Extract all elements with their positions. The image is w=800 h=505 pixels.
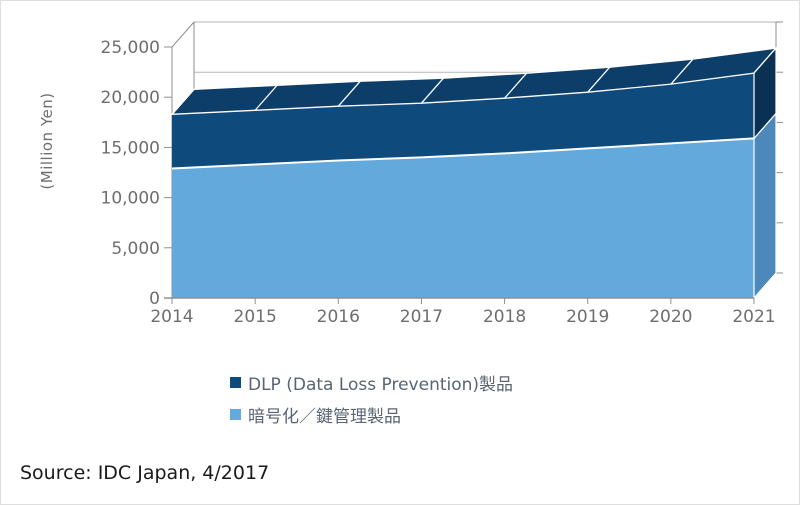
series-encryption	[172, 111, 777, 300]
x-tick-label: 2016	[317, 307, 360, 327]
legend-item-dlp: DLP (Data Loss Prevention)製品	[230, 370, 513, 395]
axis-tick-labels: 0 5,000 10,000 15,000 20,000 25,000 2014 2015 20…	[101, 38, 776, 327]
x-tick-label: 2015	[234, 307, 277, 327]
legend-label-encryption: 暗号化／鍵管理製品	[248, 407, 401, 427]
source-note: Source: IDC Japan, 4/2017	[20, 462, 270, 484]
x-tick-label: 2017	[400, 307, 443, 327]
legend-swatch-dlp-icon	[230, 377, 241, 388]
y-axis	[164, 46, 173, 299]
x-axis	[164, 297, 755, 304]
series-dlp	[170, 46, 778, 170]
legend: DLP (Data Loss Prevention)製品 暗号化／鍵管理製品	[230, 370, 513, 434]
x-tick-label: 2020	[649, 307, 692, 327]
y-axis-title: (Million Yen)	[38, 92, 56, 190]
y-tick-label: 0	[149, 289, 160, 309]
legend-swatch-encryption-icon	[230, 409, 241, 420]
y-tick-label: 5,000	[111, 239, 160, 259]
stacked-area-chart: 0 5,000 10,000 15,000 20,000 25,000 2014 2015 20…	[101, 21, 783, 327]
y-tick-label: 10,000	[101, 189, 160, 209]
y-tick-label: 25,000	[101, 38, 160, 58]
x-tick-label: 2021	[732, 307, 775, 327]
legend-item-encryption: 暗号化／鍵管理製品	[230, 402, 513, 427]
x-tick-label: 2018	[483, 307, 526, 327]
y-tick-label: 20,000	[101, 88, 160, 108]
x-tick-label: 2014	[150, 307, 193, 327]
y-tick-label: 15,000	[101, 138, 160, 158]
legend-label-dlp: DLP (Data Loss Prevention)製品	[248, 375, 514, 395]
x-tick-label: 2019	[566, 307, 609, 327]
